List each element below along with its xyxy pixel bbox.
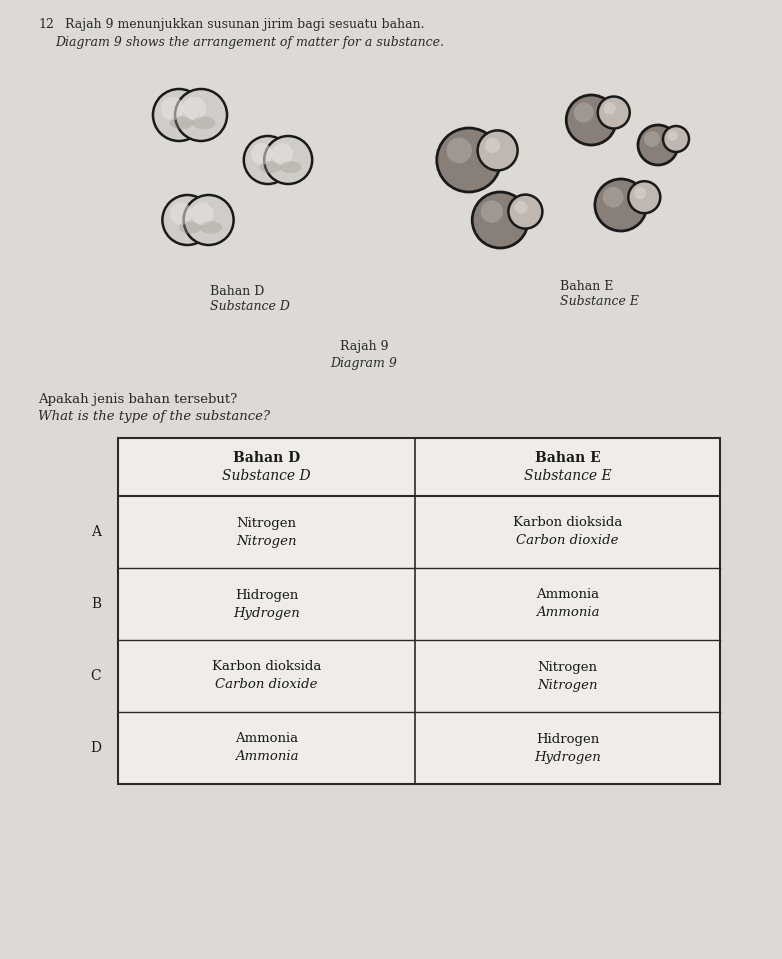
- Circle shape: [644, 131, 660, 147]
- Circle shape: [251, 143, 273, 165]
- Circle shape: [566, 95, 616, 145]
- Text: Karbon dioksida: Karbon dioksida: [212, 661, 321, 673]
- Circle shape: [244, 136, 292, 184]
- Circle shape: [472, 192, 528, 248]
- Text: D: D: [91, 741, 102, 755]
- Circle shape: [668, 130, 678, 141]
- Text: Rajah 9 menunjukkan susunan jirim bagi sesuatu bahan.: Rajah 9 menunjukkan susunan jirim bagi s…: [65, 18, 425, 31]
- Circle shape: [481, 200, 503, 222]
- Circle shape: [634, 187, 647, 199]
- Text: Nitrogen: Nitrogen: [537, 679, 597, 691]
- Text: Substance E: Substance E: [524, 469, 612, 483]
- Text: Bahan E: Bahan E: [535, 451, 601, 465]
- Circle shape: [183, 97, 206, 120]
- Text: Substance D: Substance D: [222, 469, 310, 483]
- Circle shape: [485, 138, 500, 153]
- Circle shape: [264, 136, 312, 184]
- Text: Bahan D: Bahan D: [210, 285, 264, 298]
- Text: Diagram 9 shows the arrangement of matter for a substance.: Diagram 9 shows the arrangement of matte…: [55, 36, 444, 49]
- Text: Substance E: Substance E: [560, 295, 639, 308]
- Text: Substance D: Substance D: [210, 300, 290, 313]
- Ellipse shape: [260, 161, 281, 174]
- Circle shape: [628, 181, 660, 213]
- Text: Bahan E: Bahan E: [560, 280, 613, 293]
- Text: Ammonia: Ammonia: [536, 606, 599, 620]
- Circle shape: [574, 103, 594, 123]
- Text: Hydrogen: Hydrogen: [534, 751, 601, 763]
- Ellipse shape: [192, 116, 215, 129]
- Text: Carbon dioxide: Carbon dioxide: [516, 534, 619, 548]
- Text: Nitrogen: Nitrogen: [537, 661, 597, 673]
- Ellipse shape: [280, 161, 301, 174]
- Circle shape: [153, 89, 205, 141]
- Circle shape: [638, 125, 678, 165]
- Circle shape: [515, 200, 528, 214]
- Text: Karbon dioksida: Karbon dioksida: [513, 517, 622, 529]
- Circle shape: [184, 195, 234, 245]
- Circle shape: [191, 202, 213, 225]
- Text: Carbon dioxide: Carbon dioxide: [215, 679, 317, 691]
- Circle shape: [175, 89, 227, 141]
- Text: Ammonia: Ammonia: [235, 733, 298, 745]
- Text: Nitrogen: Nitrogen: [236, 517, 296, 529]
- Text: Diagram 9: Diagram 9: [330, 357, 397, 370]
- Text: 12: 12: [38, 18, 54, 31]
- Text: Nitrogen: Nitrogen: [236, 534, 296, 548]
- Circle shape: [447, 137, 472, 163]
- Text: B: B: [91, 597, 101, 611]
- Text: Hidrogen: Hidrogen: [235, 589, 298, 601]
- Text: A: A: [91, 525, 101, 539]
- Text: What is the type of the substance?: What is the type of the substance?: [38, 410, 270, 423]
- Circle shape: [603, 187, 623, 207]
- Circle shape: [437, 128, 500, 192]
- Circle shape: [663, 126, 689, 152]
- Ellipse shape: [170, 116, 193, 129]
- Text: Hydrogen: Hydrogen: [233, 606, 300, 620]
- Circle shape: [161, 97, 184, 120]
- Text: Hidrogen: Hidrogen: [536, 733, 599, 745]
- Text: Ammonia: Ammonia: [536, 589, 599, 601]
- Circle shape: [478, 130, 518, 171]
- Circle shape: [595, 179, 647, 231]
- Circle shape: [170, 202, 192, 225]
- Circle shape: [271, 143, 293, 165]
- Text: Apakah jenis bahan tersebut?: Apakah jenis bahan tersebut?: [38, 393, 237, 406]
- Bar: [118, 438, 720, 784]
- Text: C: C: [91, 669, 102, 683]
- Circle shape: [508, 195, 543, 228]
- Ellipse shape: [200, 222, 222, 234]
- Text: Rajah 9: Rajah 9: [340, 340, 389, 353]
- Circle shape: [163, 195, 213, 245]
- Circle shape: [597, 97, 630, 129]
- Circle shape: [604, 103, 616, 114]
- Text: Ammonia: Ammonia: [235, 751, 298, 763]
- Ellipse shape: [178, 222, 201, 234]
- Text: Bahan D: Bahan D: [233, 451, 300, 465]
